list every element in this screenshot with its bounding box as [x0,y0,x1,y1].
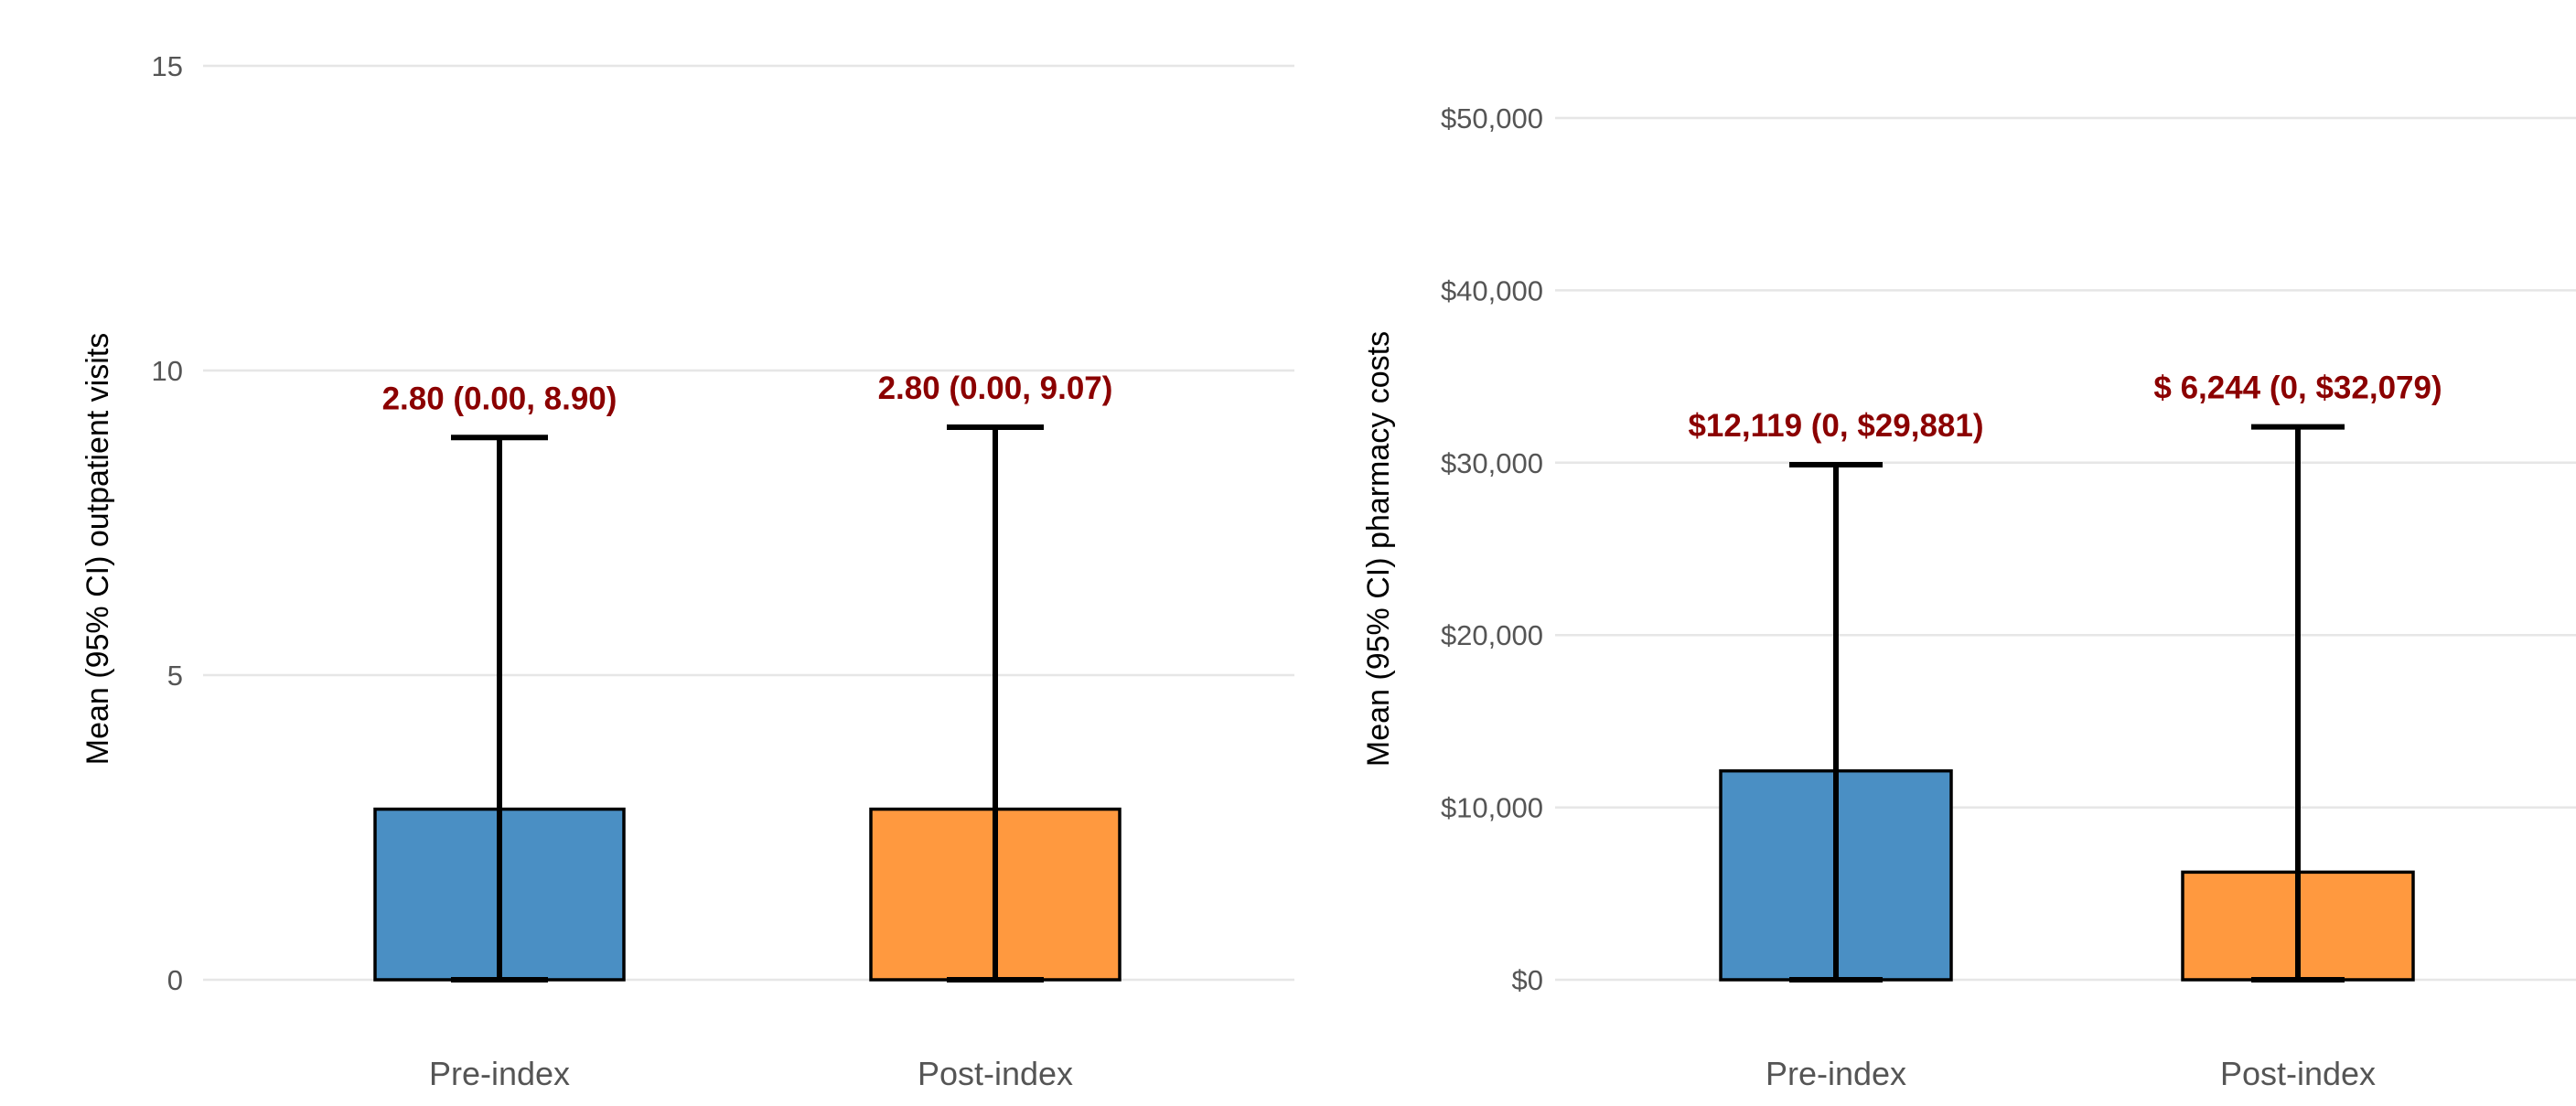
data-label: 2.80 (0.00, 8.90) [382,381,617,416]
data-label: $12,119 (0, $29,881) [1688,408,1983,444]
x-tick-label: Pre-index [1766,1055,1906,1092]
x-tick-label: Post-index [918,1055,1073,1092]
panel-outpatient-visits: Mean (95% CI) outpatient visits 0 5 10 15 2.… [80,50,1294,1092]
error-bar-pre-index [1789,462,1883,983]
y-tick-label: $0 [1512,964,1543,996]
data-label: $ 6,244 (0, $32,079) [2153,370,2442,406]
y-tick-label: $50,000 [1441,102,1543,134]
x-tick-label: Post-index [2220,1055,2376,1092]
y-tick-label: 0 [167,964,183,996]
error-bar-post-index [947,424,1044,983]
data-label: 2.80 (0.00, 9.07) [878,370,1113,406]
y-tick-label: $10,000 [1441,792,1543,824]
error-bar-post-index [2251,424,2345,983]
y-axis-label: Mean (95% CI) pharmacy costs [1361,331,1396,767]
y-tick-label: $20,000 [1441,619,1543,651]
x-tick-label: Pre-index [429,1055,570,1092]
y-tick-label: $30,000 [1441,447,1543,479]
y-tick-label: 15 [152,50,183,82]
panel-pharmacy-costs: Mean (95% CI) pharmacy costs $0 $10,000 $2… [1361,102,2576,1092]
y-tick-label: 10 [152,355,183,387]
error-bar-pre-index [451,435,548,983]
y-tick-label: $40,000 [1441,274,1543,306]
y-tick-label: 5 [167,660,183,692]
y-axis-label: Mean (95% CI) outpatient visits [80,333,115,765]
